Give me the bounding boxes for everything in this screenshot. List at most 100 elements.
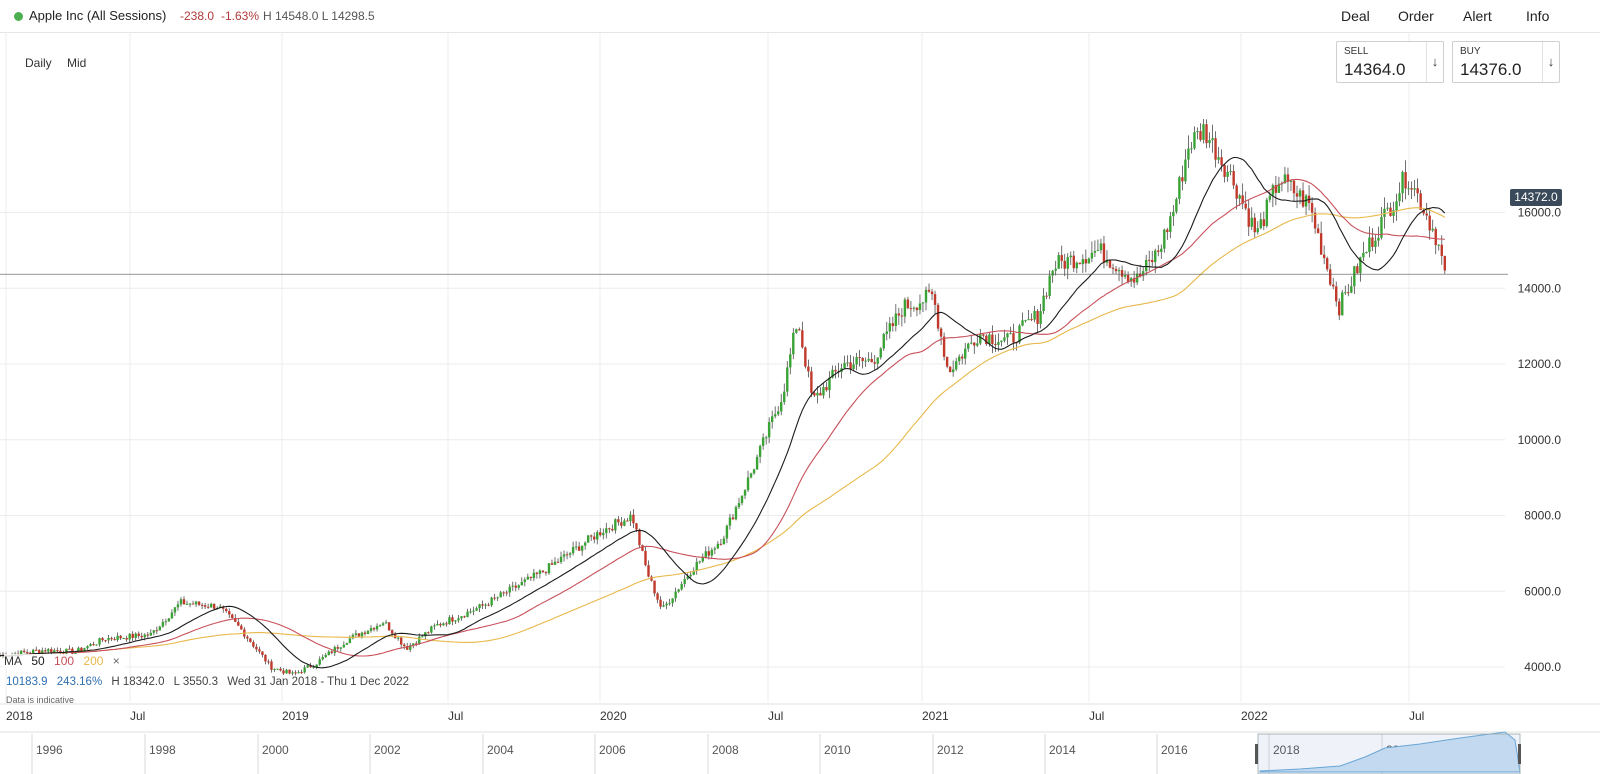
candle-body xyxy=(1018,325,1021,343)
candle-body xyxy=(1328,269,1332,285)
x-tick-label: Jul xyxy=(130,709,145,723)
candle-body xyxy=(1389,207,1392,216)
close-icon[interactable]: × xyxy=(112,654,120,668)
candle-body xyxy=(249,638,252,643)
candle-body xyxy=(599,532,602,536)
candle-body xyxy=(770,416,774,423)
candle-body xyxy=(849,362,852,370)
stat-low: L 3550.3 xyxy=(173,676,219,688)
candle-body xyxy=(737,503,741,508)
candle-body xyxy=(433,625,436,627)
candle-body xyxy=(1380,216,1383,238)
candle-body xyxy=(53,650,56,653)
candle-body xyxy=(1310,203,1314,213)
candle-body xyxy=(463,616,466,618)
deal-button[interactable]: Deal xyxy=(1341,8,1370,24)
candle-body xyxy=(182,599,186,605)
candle-body xyxy=(855,357,858,365)
candle-body xyxy=(577,546,581,551)
candle-body xyxy=(1244,203,1247,209)
y-tick-label: 6000.0 xyxy=(1524,584,1561,598)
candle-body xyxy=(402,644,406,647)
candle-body xyxy=(764,437,768,439)
order-button[interactable]: Order xyxy=(1398,8,1434,24)
price-type-selector[interactable]: Mid xyxy=(67,56,87,70)
candle-body xyxy=(1193,132,1196,149)
candle-body xyxy=(930,291,934,295)
candle-body xyxy=(665,603,668,606)
candle-body xyxy=(662,605,665,607)
candle-body xyxy=(816,392,819,396)
candle-body xyxy=(1220,157,1223,166)
candle-body xyxy=(38,650,41,654)
navigator-window[interactable] xyxy=(1257,733,1521,774)
candle-body xyxy=(514,585,517,588)
candle-body xyxy=(1075,262,1079,269)
candle-body xyxy=(125,638,128,640)
candle-body xyxy=(617,519,620,523)
price-chart[interactable]: 4000.0 6000.0 8000.0 10000.0 12000.0 14000.0 1… xyxy=(0,32,1600,774)
candle-body xyxy=(167,618,171,622)
candle-body xyxy=(206,606,210,608)
candle-body xyxy=(252,642,255,647)
candle-body xyxy=(629,514,632,522)
candle-body xyxy=(626,520,629,522)
candle-body xyxy=(1090,252,1094,259)
candle-body xyxy=(1093,250,1097,253)
alert-button[interactable]: Alert xyxy=(1463,8,1492,24)
candle-body xyxy=(59,650,62,653)
candle-body xyxy=(1214,138,1217,160)
candle-body xyxy=(1123,274,1127,277)
candle-body xyxy=(1235,185,1238,199)
navigator-handle-right[interactable] xyxy=(1518,744,1521,764)
y-tick-label: 10000.0 xyxy=(1518,433,1562,447)
candle-body xyxy=(1277,183,1281,193)
navigator-year-label: 2016 xyxy=(1161,743,1188,757)
navigator-handle-left[interactable] xyxy=(1255,744,1258,764)
candle-body xyxy=(345,643,349,645)
candle-body xyxy=(773,414,777,417)
candle-body xyxy=(390,630,394,634)
candle-body xyxy=(1154,250,1157,263)
candle-body xyxy=(1365,251,1368,253)
candle-body xyxy=(264,654,267,662)
candle-body xyxy=(553,561,557,565)
y-tick-label: 4000.0 xyxy=(1524,660,1561,674)
candle-body xyxy=(933,294,937,305)
candle-body xyxy=(1356,266,1359,274)
candle-body xyxy=(743,490,747,496)
candle-body xyxy=(1359,257,1362,274)
y-tick-label: 16000.0 xyxy=(1518,206,1562,220)
candle-body xyxy=(1006,333,1009,338)
sell-ticket[interactable]: SELL 14364.0 ↓ xyxy=(1336,41,1444,83)
candle-body xyxy=(608,528,611,530)
candle-body xyxy=(777,411,780,415)
interval-selector[interactable]: Daily xyxy=(25,56,52,70)
candle-body xyxy=(831,369,834,378)
candle-body xyxy=(710,549,714,556)
x-tick-label: 2021 xyxy=(922,709,949,723)
candle-body xyxy=(203,605,207,607)
info-button[interactable]: Info xyxy=(1526,8,1550,24)
candle-body xyxy=(864,360,867,362)
navigator-year-label: 2002 xyxy=(374,743,401,757)
navigator-year-label: 1998 xyxy=(149,743,176,757)
candle-body xyxy=(659,599,662,607)
candle-body xyxy=(677,589,680,592)
candle-body xyxy=(496,597,499,599)
candle-body xyxy=(1331,284,1335,287)
market-open-icon xyxy=(14,12,23,21)
ma-50[interactable]: 50 xyxy=(31,654,45,668)
candle-body xyxy=(1313,212,1317,229)
candle-body xyxy=(297,672,300,674)
ma-100[interactable]: 100 xyxy=(54,654,75,668)
candle-body xyxy=(1350,286,1353,293)
buy-ticket[interactable]: BUY 14376.0 ↓ xyxy=(1452,41,1560,83)
candle-body xyxy=(921,302,925,304)
candle-body xyxy=(1045,295,1048,297)
ma-200[interactable]: 200 xyxy=(83,654,104,668)
instrument-name[interactable]: Apple Inc (All Sessions) xyxy=(29,8,167,23)
candle-body xyxy=(490,597,493,606)
candle-body xyxy=(481,604,484,606)
candle-body xyxy=(870,358,873,363)
